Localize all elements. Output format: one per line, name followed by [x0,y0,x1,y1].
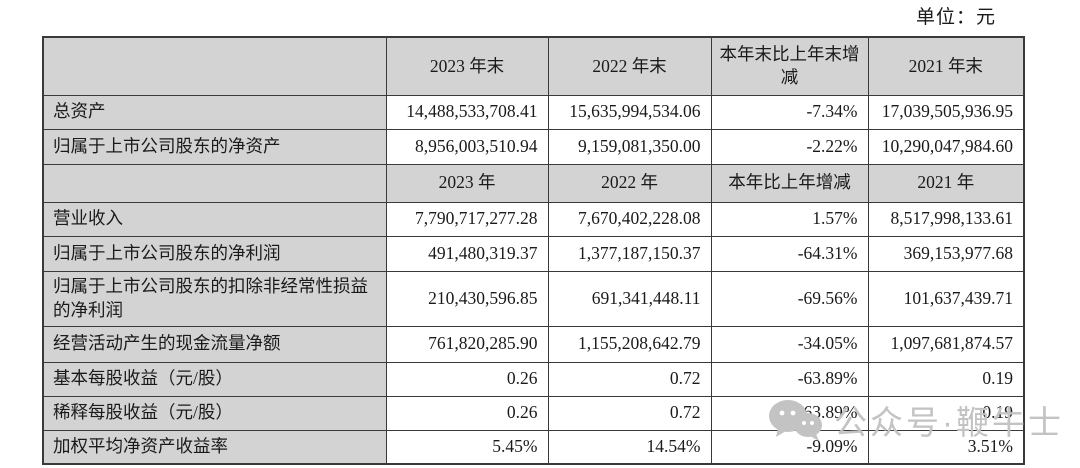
header-cell-2021: 2021 年 [867,163,1025,203]
row-label: 归属于上市公司股东的净利润 [42,235,387,272]
header-cell-change: 本年比上年增减 [710,163,869,203]
value-change: -34.05% [710,325,869,363]
value-2022: 0.72 [547,395,712,431]
table-row-operating-cash-flow: 经营活动产生的现金流量净额 761,820,285.90 1,155,208,6… [42,325,1025,363]
header-cell-empty [42,36,387,96]
row-label: 稀释每股收益（元/股） [42,395,387,431]
header-cell-2023: 2023 年 [385,163,549,203]
value-change: 1.57% [710,201,869,237]
value-2023: 0.26 [385,361,549,397]
header-cell-empty [42,163,387,203]
value-2022: 7,670,402,228.08 [547,201,712,237]
value-change: -7.34% [710,94,869,130]
value-change: -63.89% [710,361,869,397]
value-change: -2.22% [710,128,869,165]
value-2023: 7,790,717,277.28 [385,201,549,237]
value-change: -69.56% [710,270,869,327]
value-2021: 101,637,439.71 [867,270,1025,327]
row-label: 归属于上市公司股东的净资产 [42,128,387,165]
value-2023: 14,488,533,708.41 [385,94,549,130]
table-row-net-assets: 归属于上市公司股东的净资产 8,956,003,510.94 9,159,081… [42,128,1025,165]
value-change: -64.31% [710,235,869,272]
value-2021: 3.51% [867,429,1025,465]
value-2022: 1,155,208,642.79 [547,325,712,363]
table-row-net-profit: 归属于上市公司股东的净利润 491,480,319.37 1,377,187,1… [42,235,1025,272]
table-row-basic-eps: 基本每股收益（元/股） 0.26 0.72 -63.89% 0.19 [42,361,1025,397]
value-2021: 1,097,681,874.57 [867,325,1025,363]
financial-summary-table: 2023 年末 2022 年末 本年末比上年末增减 2021 年末 总资产 14… [42,36,1025,465]
header-cell-2021-year-end: 2021 年末 [867,36,1025,96]
row-label: 总资产 [42,94,387,130]
header-cell-change-year-end: 本年末比上年末增减 [710,36,869,96]
value-2021: 10,290,047,984.60 [867,128,1025,165]
value-change: -9.09% [710,429,869,465]
table-row-net-profit-excl-nonrecurring: 归属于上市公司股东的扣除非经常性损益的净利润 210,430,596.85 69… [42,270,1025,327]
value-2022: 0.72 [547,361,712,397]
value-2023: 5.45% [385,429,549,465]
value-2023: 8,956,003,510.94 [385,128,549,165]
row-label: 经营活动产生的现金流量净额 [42,325,387,363]
unit-label: 单位：元 [915,7,996,28]
row-label: 基本每股收益（元/股） [42,361,387,397]
value-2021: 17,039,505,936.95 [867,94,1025,130]
row-label: 加权平均净资产收益率 [42,429,387,465]
value-2023: 491,480,319.37 [385,235,549,272]
value-2023: 0.26 [385,395,549,431]
value-2022: 15,635,994,534.06 [547,94,712,130]
table-row-total-assets: 总资产 14,488,533,708.41 15,635,994,534.06 … [42,94,1025,130]
value-2022: 1,377,187,150.37 [547,235,712,272]
table-row-diluted-eps: 稀释每股收益（元/股） 0.26 0.72 -63.89% 0.19 [42,395,1025,431]
table-header-row-year-end: 2023 年末 2022 年末 本年末比上年末增减 2021 年末 [42,36,1025,96]
value-change: -63.89% [710,395,869,431]
value-2021: 0.19 [867,361,1025,397]
value-2023: 210,430,596.85 [385,270,549,327]
value-2022: 14.54% [547,429,712,465]
table-row-operating-revenue: 营业收入 7,790,717,277.28 7,670,402,228.08 1… [42,201,1025,237]
header-cell-2022-year-end: 2022 年末 [547,36,712,96]
value-2021: 8,517,998,133.61 [867,201,1025,237]
row-label: 归属于上市公司股东的扣除非经常性损益的净利润 [42,270,387,327]
row-label: 营业收入 [42,201,387,237]
header-cell-2023-year-end: 2023 年末 [385,36,549,96]
value-2022: 691,341,448.11 [547,270,712,327]
value-2022: 9,159,081,350.00 [547,128,712,165]
table-header-row-annual: 2023 年 2022 年 本年比上年增减 2021 年 [42,163,1025,203]
table-row-weighted-avg-roe: 加权平均净资产收益率 5.45% 14.54% -9.09% 3.51% [42,429,1025,465]
value-2021: 0.19 [867,395,1025,431]
value-2023: 761,820,285.90 [385,325,549,363]
header-cell-2022: 2022 年 [547,163,712,203]
value-2021: 369,153,977.68 [867,235,1025,272]
